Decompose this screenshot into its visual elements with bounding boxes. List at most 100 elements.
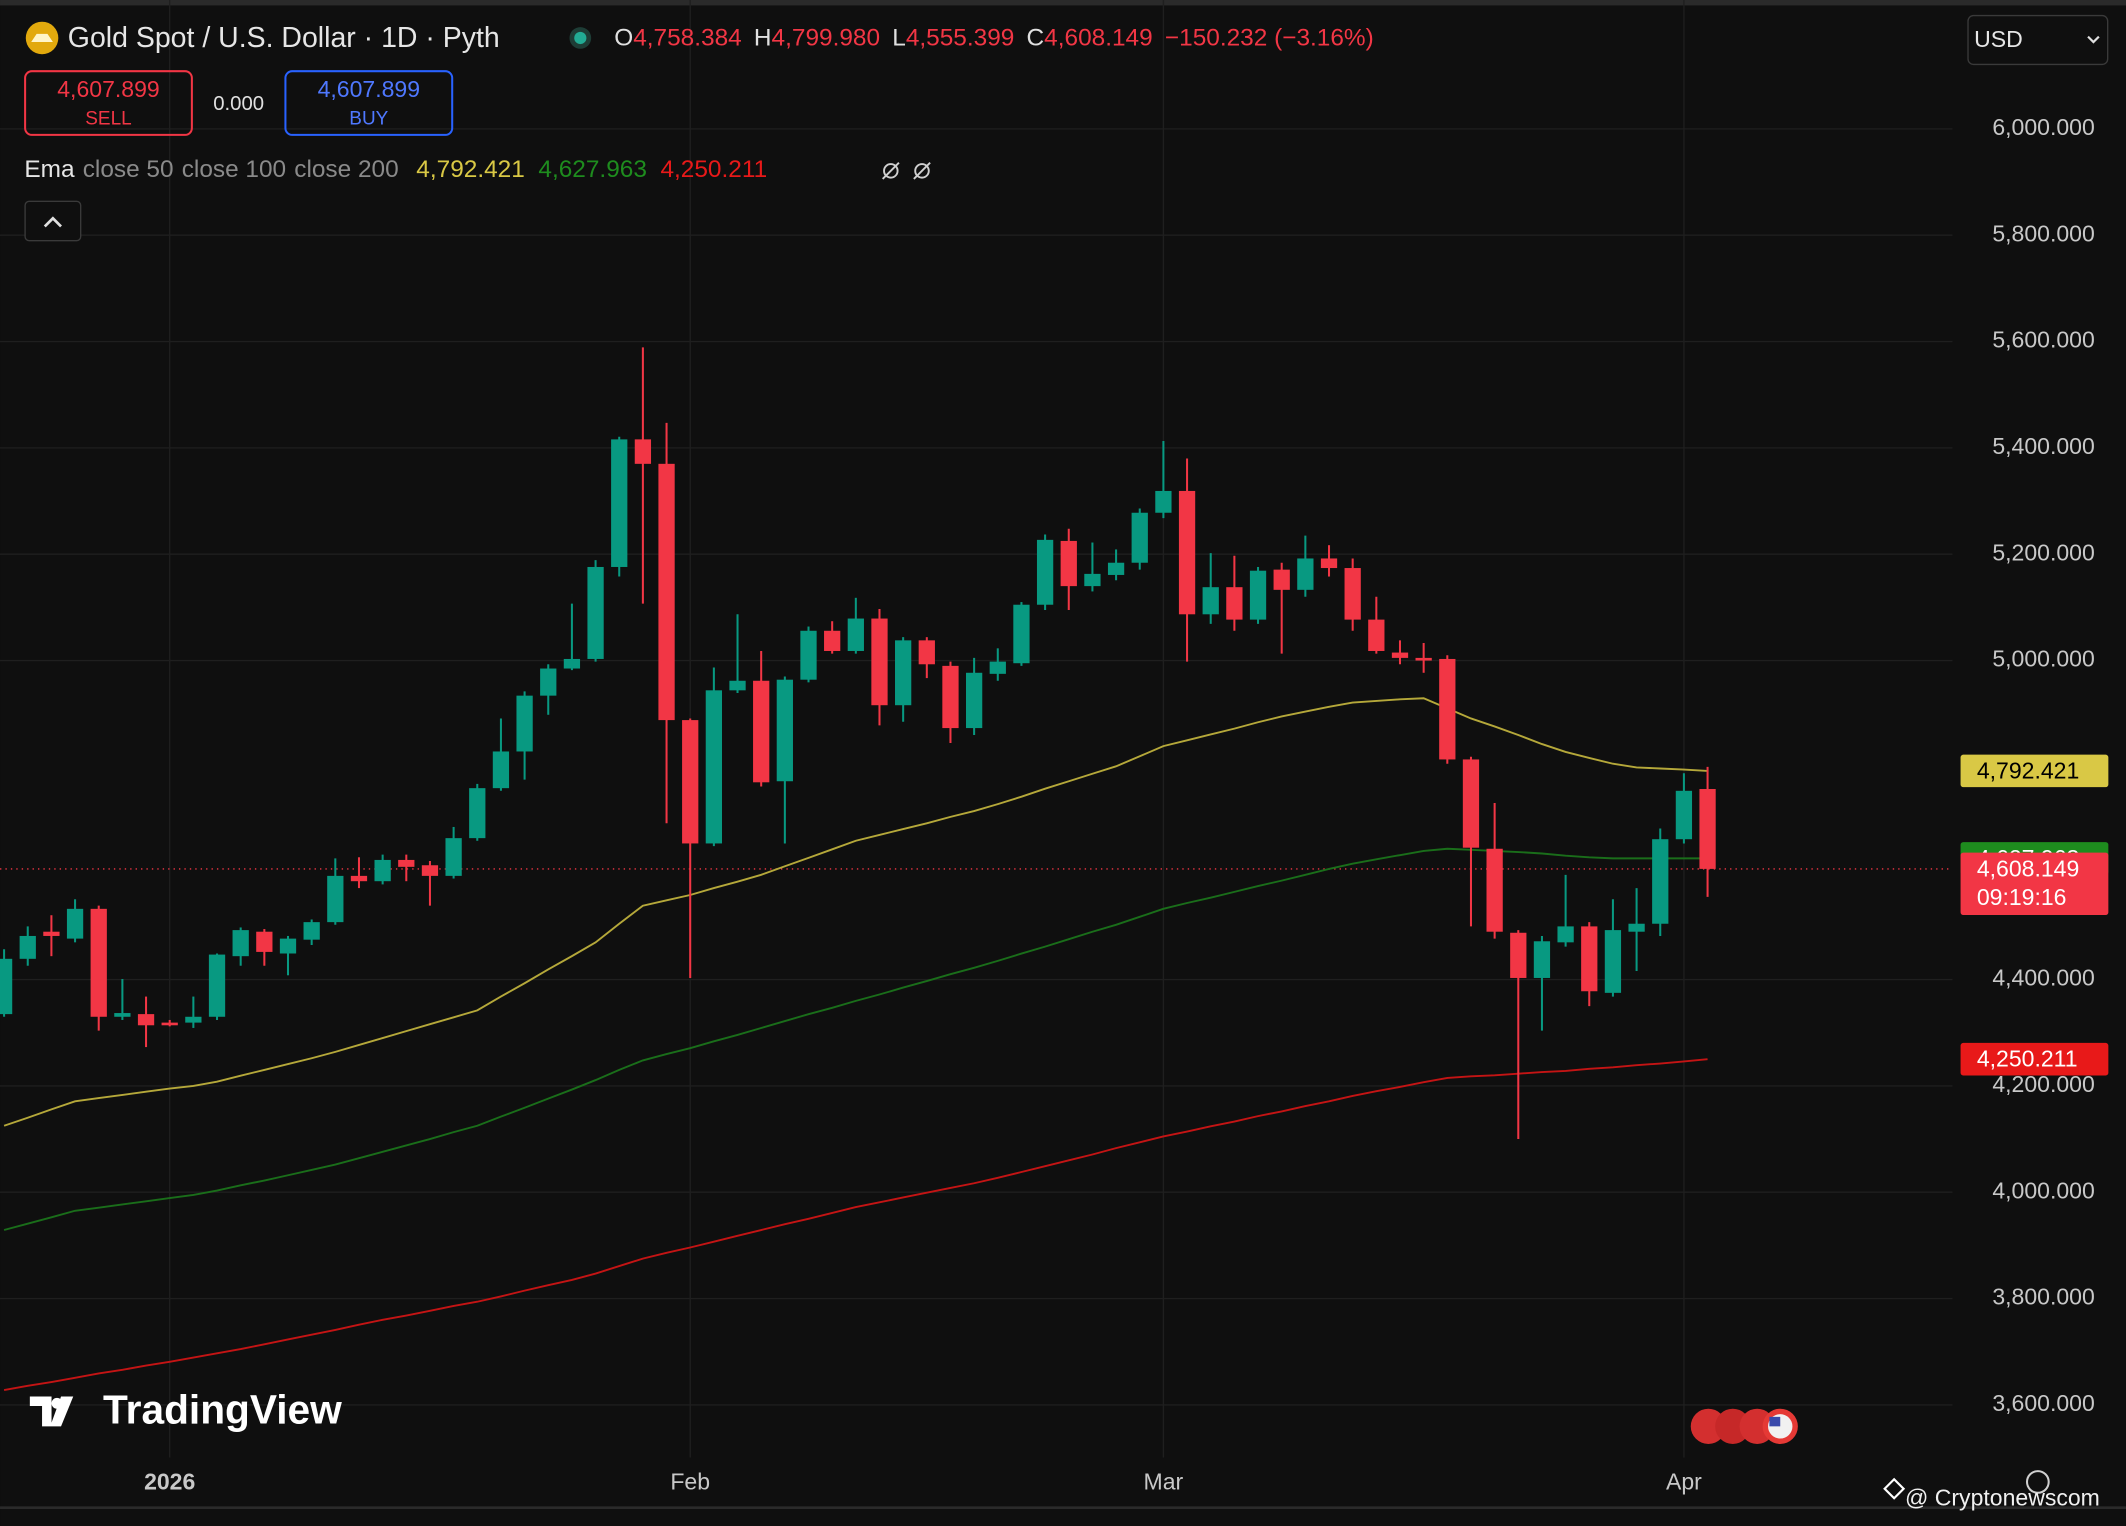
y-tick-label: 4,400.000 — [1992, 965, 2094, 991]
candle-body — [1107, 562, 1125, 575]
candle-body — [350, 875, 368, 882]
y-tick-label: 5,600.000 — [1992, 327, 2094, 353]
candle-body — [1131, 512, 1148, 563]
indicator-value: 4,792.421 — [416, 156, 525, 183]
y-tick-label: 5,200.000 — [1992, 539, 2094, 565]
y-tick-label: 5,400.000 — [1992, 433, 2094, 459]
candle-body — [918, 640, 935, 665]
buy-price: 4,607.899 — [318, 76, 420, 102]
x-tick-label: Feb — [670, 1468, 710, 1494]
candle-body — [1060, 540, 1077, 587]
candle-body — [1628, 923, 1645, 932]
candle-body — [421, 865, 439, 876]
candle-body — [279, 938, 297, 954]
candle-body — [1581, 926, 1598, 992]
event-flag[interactable] — [1690, 1408, 1727, 1444]
candles — [0, 347, 1716, 1140]
watermark-logo-dot — [51, 1397, 63, 1409]
candle-body — [1155, 490, 1172, 513]
collapse-button[interactable] — [24, 200, 82, 242]
candle-body — [1202, 587, 1219, 615]
candle-body — [847, 618, 864, 651]
candle-body — [1226, 587, 1243, 620]
candle-body — [1178, 490, 1196, 615]
countdown: 09:19:16 — [1977, 884, 2067, 910]
candle-body — [611, 439, 628, 567]
indicator-param: close 100 — [182, 156, 286, 183]
price-tag — [1960, 754, 2109, 788]
candle-body — [1533, 941, 1551, 978]
candle-body — [1486, 848, 1503, 932]
price-tag-label: 4,250.211 — [1977, 1046, 2078, 1072]
visibility-icon[interactable] — [914, 163, 930, 179]
sell-button[interactable] — [24, 70, 193, 136]
y-tick-label: 3,800.000 — [1992, 1284, 2094, 1310]
event-flag-canton — [1769, 1416, 1781, 1427]
buy-button[interactable] — [284, 70, 454, 136]
candle-body — [1557, 926, 1574, 943]
candle-body — [66, 908, 84, 939]
candle-body — [1415, 657, 1432, 661]
candle-body — [43, 931, 60, 936]
market-status-dot — [574, 31, 587, 45]
top-border — [0, 0, 2126, 6]
candle-body — [1652, 839, 1669, 924]
candle-body — [634, 439, 652, 464]
credit: @ Cryptonewscom — [1905, 1485, 2100, 1511]
indicator-legend: Ema close 50 close 100 close 200 4,792.421 4,… — [24, 156, 767, 183]
price-tag — [1960, 1042, 2109, 1076]
candle-body — [1084, 573, 1101, 587]
ohlc-value: 4,608.149 — [1044, 25, 1153, 52]
candle-body — [398, 859, 415, 867]
candle-body — [0, 958, 13, 1015]
candle-body — [942, 665, 959, 729]
symbol-title: Gold Spot / U.S. Dollar · 1D · Pyth — [68, 22, 500, 54]
credit-logo — [1883, 1477, 1906, 1500]
symbol-icon-bars — [31, 33, 53, 43]
event-flag[interactable] — [1715, 1408, 1751, 1444]
ema-lines — [3, 697, 1708, 1391]
ohlc-key: L — [892, 25, 906, 52]
candle-body — [1439, 658, 1456, 760]
candle-body — [776, 679, 793, 782]
candle-body — [1368, 619, 1385, 651]
settings-icon[interactable] — [2025, 1470, 2050, 1494]
candle-body — [1320, 558, 1338, 569]
indicator-value: 4,627.963 — [538, 156, 647, 183]
candle-body — [90, 908, 107, 1017]
y-tick-label: 4,000.000 — [1992, 1177, 2094, 1203]
sell-label: SELL — [85, 108, 131, 129]
candle-body — [208, 954, 226, 1017]
candle-body — [540, 668, 557, 696]
candle-body — [1297, 558, 1314, 590]
candle-body — [1699, 789, 1716, 869]
candle-body — [965, 672, 983, 729]
indicator-name: Ema — [24, 156, 75, 183]
candle-body — [1391, 652, 1409, 658]
event-flags — [1690, 1408, 1798, 1444]
candle-body — [895, 640, 912, 706]
candle-body — [587, 566, 604, 659]
ohlc-value: 4,555.399 — [906, 25, 1015, 52]
x-tick-label: Mar — [1144, 1468, 1184, 1494]
visibility-icon[interactable] — [883, 163, 899, 179]
ohlc-value: 4,799.980 — [772, 25, 881, 52]
candle-body — [753, 680, 770, 783]
y-tick-label: 5,800.000 — [1992, 220, 2094, 246]
candle-body — [185, 1016, 202, 1023]
candle-body — [327, 875, 344, 923]
candle-body — [114, 1013, 131, 1017]
candle-body — [1249, 570, 1267, 620]
last-price-tag — [1960, 852, 2109, 915]
y-tick-label: 3,600.000 — [1992, 1390, 2094, 1416]
candle-body — [1675, 790, 1693, 840]
candle-body — [729, 680, 746, 691]
candle-body — [256, 931, 273, 952]
ohlc-key: C — [1027, 25, 1045, 52]
sell-price: 4,607.899 — [57, 76, 159, 102]
candle-body — [137, 1014, 155, 1026]
currency-dropdown[interactable] — [1967, 14, 2109, 66]
last-price-label: 4,608.149 — [1977, 855, 2079, 881]
